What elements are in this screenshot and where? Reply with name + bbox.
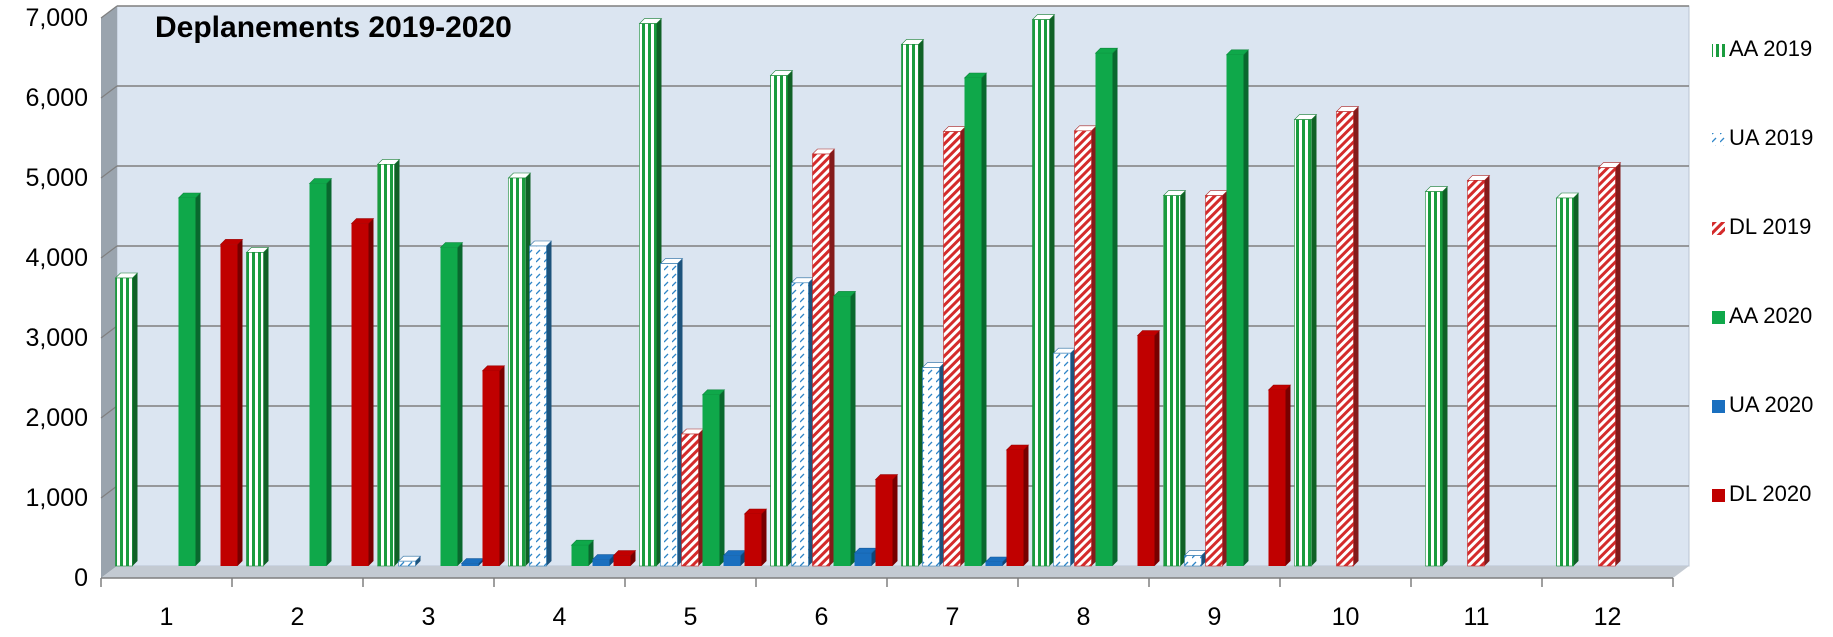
bar bbox=[1183, 550, 1208, 567]
bar bbox=[701, 389, 726, 566]
gridline-side bbox=[100, 85, 118, 99]
bar bbox=[528, 240, 553, 567]
bar bbox=[177, 192, 202, 566]
x-tick-label: 3 bbox=[422, 603, 436, 631]
bar bbox=[1424, 186, 1449, 567]
x-tick-label: 11 bbox=[1464, 603, 1490, 631]
plot-side-wall bbox=[101, 6, 117, 578]
legend: AA 2019 UA 2019 DL 2019 AA 2020 UA 2020 DL 20… bbox=[1712, 36, 1813, 506]
legend-item: UA 2020 bbox=[1712, 392, 1813, 417]
x-tick-label: 6 bbox=[815, 603, 829, 631]
bar bbox=[1225, 49, 1250, 567]
y-tick-label: 0 bbox=[74, 564, 88, 592]
gridline-side bbox=[100, 405, 118, 419]
legend-swatch bbox=[1712, 489, 1725, 502]
bar bbox=[743, 508, 768, 566]
x-tick-label: 10 bbox=[1332, 603, 1360, 631]
legend-label: AA 2019 bbox=[1729, 36, 1812, 61]
bar bbox=[811, 148, 836, 567]
y-tick-label: 5,000 bbox=[25, 164, 88, 192]
bar bbox=[245, 247, 270, 567]
bar bbox=[900, 39, 925, 567]
bar bbox=[874, 474, 899, 566]
bar bbox=[832, 291, 857, 566]
bar bbox=[1204, 190, 1229, 567]
bar bbox=[1293, 114, 1318, 567]
bar bbox=[570, 539, 595, 566]
bar bbox=[219, 239, 244, 566]
bar bbox=[790, 277, 815, 567]
bar bbox=[942, 126, 967, 567]
bar bbox=[1597, 162, 1622, 567]
bar bbox=[591, 554, 616, 566]
bar bbox=[638, 18, 663, 567]
y-tick-label: 3,000 bbox=[25, 324, 88, 352]
legend-label: DL 2020 bbox=[1729, 481, 1811, 506]
bar bbox=[376, 159, 401, 567]
bar bbox=[439, 242, 464, 566]
bar bbox=[1136, 330, 1161, 566]
bar bbox=[1267, 384, 1292, 566]
legend-item: DL 2020 bbox=[1712, 481, 1811, 506]
bar bbox=[963, 72, 988, 566]
y-tick-label: 1,000 bbox=[25, 484, 88, 512]
bar bbox=[1335, 106, 1360, 567]
legend-swatch bbox=[1712, 44, 1725, 57]
bar bbox=[308, 178, 333, 566]
bar bbox=[1031, 14, 1056, 567]
x-tick-label: 8 bbox=[1077, 603, 1091, 631]
legend-swatch bbox=[1712, 400, 1725, 413]
bar bbox=[397, 555, 422, 567]
bar bbox=[350, 218, 375, 566]
gridline-side bbox=[100, 165, 118, 179]
legend-item: UA 2019 bbox=[1712, 125, 1813, 150]
y-tick-label: 6,000 bbox=[25, 84, 88, 112]
bar bbox=[722, 550, 747, 566]
bar bbox=[921, 362, 946, 567]
bar bbox=[769, 70, 794, 567]
bar bbox=[1052, 347, 1077, 567]
bar bbox=[1005, 444, 1030, 566]
bar bbox=[507, 172, 532, 567]
legend-label: UA 2019 bbox=[1729, 125, 1813, 150]
y-tick-label: 7,000 bbox=[25, 4, 88, 32]
gridline-side bbox=[100, 485, 118, 499]
bar bbox=[853, 547, 878, 566]
bar bbox=[1073, 125, 1098, 567]
bar bbox=[659, 258, 684, 567]
x-tick-label: 7 bbox=[946, 603, 960, 631]
legend-item: AA 2019 bbox=[1712, 36, 1812, 61]
legend-swatch bbox=[1712, 133, 1725, 146]
legend-label: UA 2020 bbox=[1729, 392, 1813, 417]
x-tick-label: 2 bbox=[291, 603, 305, 631]
bar bbox=[1162, 190, 1187, 567]
legend-item: AA 2020 bbox=[1712, 303, 1812, 328]
legend-label: DL 2019 bbox=[1729, 214, 1811, 239]
legend-item: DL 2019 bbox=[1712, 214, 1811, 239]
bar bbox=[114, 272, 139, 567]
gridline-side bbox=[100, 325, 118, 339]
bar bbox=[460, 558, 485, 566]
chart-title: Deplanements 2019-2020 bbox=[155, 11, 512, 44]
gridline-side bbox=[100, 245, 118, 259]
bar bbox=[1094, 47, 1119, 566]
x-tick-label: 9 bbox=[1208, 603, 1222, 631]
bar bbox=[680, 428, 705, 567]
bar bbox=[612, 550, 637, 566]
bar bbox=[1466, 175, 1491, 567]
bar bbox=[481, 365, 506, 566]
y-tick-label: 4,000 bbox=[25, 244, 88, 272]
x-tick-label: 12 bbox=[1594, 603, 1622, 631]
y-tick-label: 2,000 bbox=[25, 404, 88, 432]
legend-swatch bbox=[1712, 311, 1725, 324]
legend-label: AA 2020 bbox=[1729, 303, 1812, 328]
gridline-side bbox=[100, 5, 118, 19]
legend-swatch bbox=[1712, 222, 1725, 235]
x-tick-label: 4 bbox=[553, 603, 567, 631]
x-tick-label: 1 bbox=[160, 603, 174, 631]
bar bbox=[1555, 192, 1580, 567]
x-tick-label: 5 bbox=[684, 603, 698, 631]
plot-floor bbox=[101, 566, 1689, 578]
